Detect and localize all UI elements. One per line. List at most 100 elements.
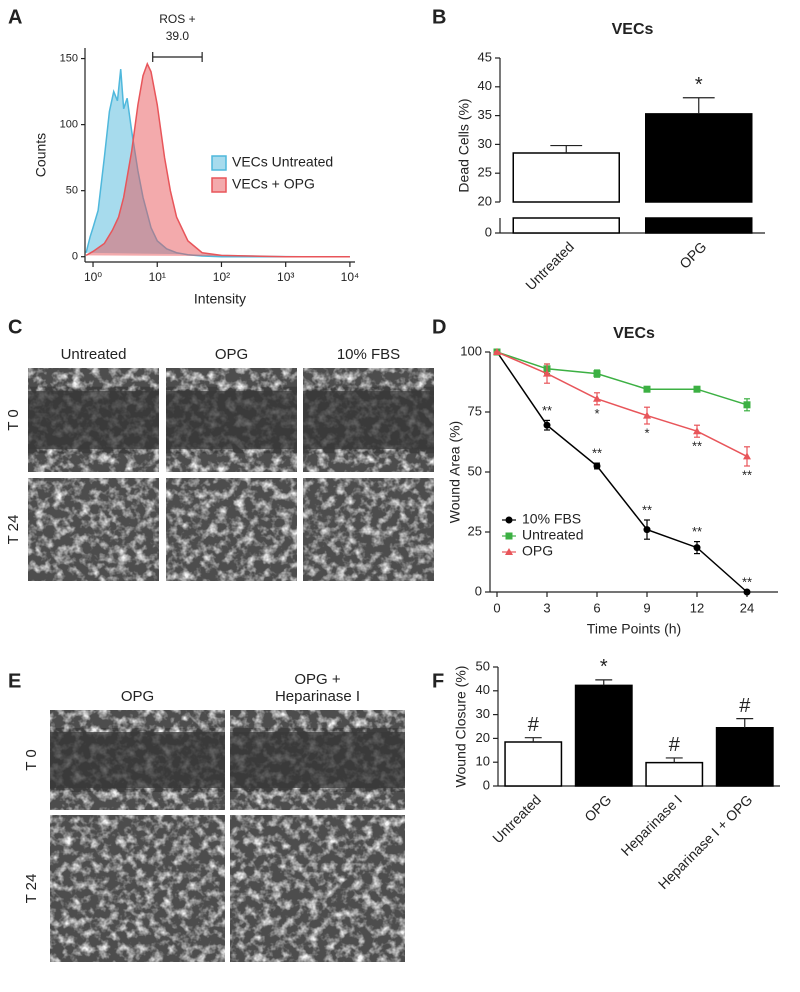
column-label: OPG + (294, 671, 341, 688)
y-tick-label: 40 (478, 78, 492, 93)
chart-title: VECs (613, 325, 655, 342)
y-axis-label: Counts (33, 133, 49, 177)
significance-label: * (600, 656, 608, 678)
line (496, 351, 748, 593)
column-label: Heparinase I (275, 688, 360, 705)
y-tick-label: 10 (476, 754, 490, 769)
column-label: OPG (215, 346, 248, 363)
chart-title: VECs (612, 21, 654, 38)
x-tick-label: Untreated (522, 238, 577, 293)
panel-label: E (8, 670, 21, 692)
point (593, 462, 601, 470)
gate-label: ROS + (159, 12, 195, 26)
y-tick-label: 30 (476, 706, 490, 721)
y-tick-label: 30 (478, 136, 492, 151)
point (543, 421, 551, 429)
gate-value: 39.0 (166, 29, 190, 43)
histogram-area (85, 61, 350, 258)
y-tick-label: 25 (478, 165, 492, 180)
point (593, 394, 601, 402)
y-tick-label: 0 (475, 583, 482, 598)
y-axis-label: Wound Closure (%) (453, 666, 469, 788)
legend-swatch (211, 177, 227, 193)
cell-texture (166, 478, 297, 581)
bar (504, 741, 563, 787)
x-tick-label: 10² (213, 270, 230, 284)
x-tick-label: 10⁴ (341, 270, 360, 284)
wound-gap-shade (50, 732, 225, 788)
bar (645, 113, 753, 234)
bar (574, 684, 633, 787)
y-tick-label: 100 (460, 343, 482, 358)
y-axis-label: Dead Cells (%) (456, 98, 472, 192)
significance-label: ** (542, 403, 552, 418)
significance-label: ** (642, 502, 652, 517)
legend-label: VECs + OPG (232, 176, 315, 192)
significance-label: ** (692, 524, 702, 539)
y-tick-label: 20 (476, 730, 490, 745)
point (743, 401, 751, 409)
bar (512, 152, 620, 234)
y-tick-label: 75 (468, 403, 482, 418)
legend-label: Untreated (522, 527, 583, 543)
bar (715, 726, 774, 787)
column-label: 10% FBS (337, 346, 400, 363)
point (743, 452, 751, 460)
point (743, 588, 751, 596)
point (693, 544, 701, 552)
significance-label: ** (592, 446, 602, 461)
point (593, 370, 601, 378)
panel-label: B (432, 6, 446, 28)
y-tick-label: 0 (483, 777, 490, 792)
bar (645, 761, 704, 787)
column-label: OPG (121, 688, 154, 705)
significance-label: ** (742, 467, 752, 482)
legend-label: 10% FBS (522, 511, 581, 527)
x-tick-label: OPG (581, 791, 614, 824)
cell-texture (28, 478, 159, 581)
column-label: Untreated (61, 346, 127, 363)
y-tick-label: 50 (468, 463, 482, 478)
point (543, 369, 551, 377)
y-axis-label: Wound Area (%) (447, 421, 463, 523)
legend-label: OPG (522, 543, 553, 559)
x-tick-label: 3 (543, 600, 550, 615)
y-tick-label: 50 (476, 658, 490, 673)
x-tick-label: 10¹ (149, 270, 166, 284)
cell-texture (303, 478, 434, 581)
x-axis-label: Time Points (h) (587, 621, 681, 637)
wound-gap-shade (303, 390, 434, 450)
point (693, 385, 701, 393)
y-tick-label: 25 (468, 523, 482, 538)
y-tick-label: 100 (60, 119, 78, 131)
y-tick-label: 40 (476, 682, 490, 697)
x-tick-label: 6 (593, 600, 600, 615)
x-tick-label: 10⁰ (84, 270, 102, 284)
significance-label: # (528, 714, 540, 736)
cell-texture (230, 815, 405, 962)
panel-label: F (432, 670, 444, 692)
y-tick-label: 0 (72, 251, 78, 263)
significance-label: # (669, 734, 681, 756)
panel-label: A (8, 6, 22, 28)
significance-label: * (594, 406, 599, 421)
panel-label: C (8, 316, 22, 338)
y-tick-label: 20 (478, 193, 492, 208)
y-tick-label: 150 (60, 52, 78, 64)
cell-texture (50, 815, 225, 962)
x-tick-label: 9 (643, 600, 650, 615)
wound-gap-shade (230, 732, 405, 788)
row-label: T 0 (5, 409, 22, 430)
x-tick-label: OPG (676, 238, 709, 271)
y-tick-label: 35 (478, 107, 492, 122)
point (643, 526, 651, 534)
y-tick-label: 45 (478, 49, 492, 64)
x-tick-label: 10³ (277, 270, 294, 284)
line (496, 351, 748, 458)
x-tick-label: 12 (690, 600, 704, 615)
x-tick-label: 24 (740, 600, 754, 615)
y-tick-label: 50 (66, 185, 78, 197)
legend-marker (505, 532, 513, 540)
legend-swatch (211, 155, 227, 171)
row-label: T 24 (5, 515, 22, 545)
